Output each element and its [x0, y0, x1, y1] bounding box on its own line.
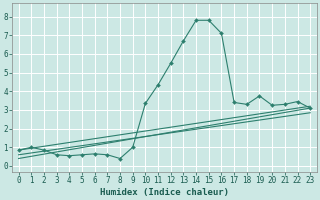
X-axis label: Humidex (Indice chaleur): Humidex (Indice chaleur) — [100, 188, 229, 197]
